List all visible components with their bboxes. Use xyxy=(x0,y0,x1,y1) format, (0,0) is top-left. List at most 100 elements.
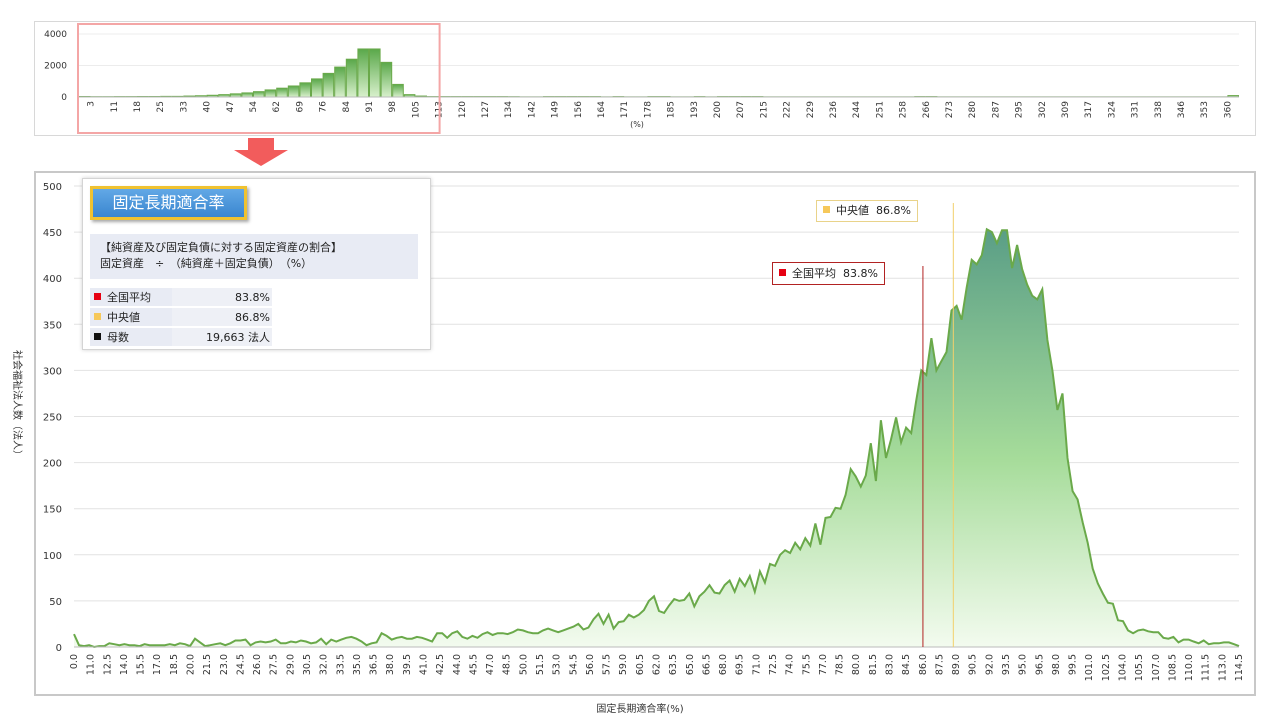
overview-bar xyxy=(345,58,358,98)
main-y-axis-label: 社会福祉法人数（法人） xyxy=(11,350,24,460)
formula-box: 【純資産及び固定負債に対する固定資産の割合】 固定資産 ÷ （純資産＋固定負債）… xyxy=(90,234,418,279)
main-x-tick-label: 98.0 xyxy=(1051,654,1062,675)
main-x-tick-label: 99.5 xyxy=(1068,654,1079,675)
overview-x-tick-label: 40 xyxy=(203,101,213,113)
main-x-tick-label: 18.5 xyxy=(169,654,180,675)
stat-label: 中央値 xyxy=(107,311,140,324)
overview-bar xyxy=(276,87,288,98)
overview-x-tick-label: 91 xyxy=(365,101,375,112)
main-x-tick-label: 27.5 xyxy=(269,654,280,675)
main-y-tick-label: 500 xyxy=(43,182,62,193)
main-x-tick-label: 71.0 xyxy=(751,654,762,675)
main-x-tick-label: 95.0 xyxy=(1018,654,1029,675)
overview-x-axis-title: (%) xyxy=(630,120,644,129)
main-x-tick-label: 66.5 xyxy=(701,654,712,675)
formula-line-2: 固定資産 ÷ （純資産＋固定負債） （%） xyxy=(100,257,313,270)
overview-x-tick-label: 149 xyxy=(551,101,561,118)
overview-x-tick-label: 251 xyxy=(875,101,885,118)
main-x-tick-label: 48.5 xyxy=(502,654,513,675)
overview-x-tick-label: 127 xyxy=(481,101,491,118)
overview-chart[interactable]: 0 2000 4000 3 11 18 25 33 40 47 54 62 69 76 84 91 98 105 1… xyxy=(35,22,1255,135)
overview-x-tick-label: 120 xyxy=(458,101,468,118)
overview-x-tick-label: 185 xyxy=(667,101,677,118)
main-chart: 0 50 100 150 200 250 300 350 400 450 500 0.0 11.0 12.… xyxy=(43,182,1245,681)
main-x-tick-label: 51.5 xyxy=(535,654,546,675)
main-x-tick-label: 96.5 xyxy=(1034,654,1045,675)
stats-table: 全国平均 83.8% 中央値 86.8% 母数 19,663 法人 xyxy=(90,286,272,348)
overview-bar xyxy=(299,82,311,98)
overview-y-tick-label: 4000 xyxy=(44,30,67,40)
main-x-tick-label: 11.0 xyxy=(86,654,97,675)
main-x-tick-label: 53.0 xyxy=(552,654,563,675)
overview-x-tick-label: 353 xyxy=(1200,101,1210,118)
main-x-tick-label: 17.0 xyxy=(152,654,163,675)
chart-title-button[interactable]: 固定長期適合率 xyxy=(90,186,247,220)
main-x-tick-label: 45.5 xyxy=(468,654,479,675)
overview-x-tick-label: 266 xyxy=(922,101,932,118)
main-x-tick-label: 57.5 xyxy=(602,654,613,675)
stats-row-count: 母数 19,663 法人 xyxy=(90,328,272,346)
overview-bar xyxy=(322,72,335,98)
main-y-tick-label: 200 xyxy=(43,459,62,470)
overview-x-tick-label: 295 xyxy=(1015,101,1025,118)
stat-value: 83.8% xyxy=(172,288,272,306)
overview-x-tick-label: 105 xyxy=(411,101,421,118)
main-x-tick-label: 23.0 xyxy=(219,654,230,675)
main-x-tick-label: 68.0 xyxy=(718,654,729,675)
overview-x-tick-label: 302 xyxy=(1038,101,1048,118)
overview-x-tick-label: 62 xyxy=(272,101,282,112)
overview-x-tick-label: 171 xyxy=(620,101,630,118)
overview-x-tick-label: 25 xyxy=(156,101,166,112)
formula-line-1: 【純資産及び固定負債に対する固定資産の割合】 xyxy=(100,241,342,254)
overview-x-tick-label: 200 xyxy=(713,101,723,118)
main-x-tick-label: 69.5 xyxy=(735,654,746,675)
stat-value: 86.8% xyxy=(172,308,272,326)
overview-bar xyxy=(334,66,346,98)
overview-x-tick-label: 134 xyxy=(504,101,514,118)
main-x-tick-label: 54.5 xyxy=(568,654,579,675)
overview-x-tick-label: 258 xyxy=(899,101,909,118)
main-y-tick-label: 50 xyxy=(49,597,62,608)
main-x-tick-label: 101.0 xyxy=(1084,654,1095,681)
stat-label: 全国平均 xyxy=(107,291,151,304)
overview-x-tick-label: 47 xyxy=(226,101,236,112)
main-x-tick-label: 102.5 xyxy=(1101,654,1112,681)
arrow-down-icon xyxy=(234,138,288,166)
overview-x-tick-label: 338 xyxy=(1154,101,1164,118)
main-x-tick-label: 59.0 xyxy=(618,654,629,675)
main-y-tick-label: 100 xyxy=(43,551,62,562)
main-x-tick-label: 21.5 xyxy=(202,654,213,675)
main-x-tick-label: 72.5 xyxy=(768,654,779,675)
main-x-tick-label: 36.5 xyxy=(369,654,380,675)
overview-x-tick-label: 76 xyxy=(319,101,329,113)
main-x-tick-label: 84.5 xyxy=(901,654,912,675)
overview-bar xyxy=(392,83,404,98)
overview-x-tick-label: 207 xyxy=(736,101,746,118)
main-x-tick-label: 107.0 xyxy=(1151,654,1162,681)
main-x-tick-label: 32.0 xyxy=(319,654,330,675)
svg-text:社会福祉法人数（法人）: 社会福祉法人数（法人） xyxy=(11,350,24,460)
main-x-tick-label: 104.0 xyxy=(1118,654,1129,681)
main-y-tick-label: 450 xyxy=(43,228,62,239)
overview-bar xyxy=(357,48,369,98)
overview-bar xyxy=(241,92,253,98)
stat-value: 19,663 法人 xyxy=(172,328,272,346)
main-x-tick-label: 35.0 xyxy=(352,654,363,675)
overview-x-tick-label: 54 xyxy=(249,101,259,113)
overview-x-tick-label: 84 xyxy=(342,101,352,113)
overview-x-tick-label: 156 xyxy=(574,101,584,118)
main-series-line xyxy=(73,227,1240,649)
average-callout: 全国平均 83.8% xyxy=(772,262,885,285)
overview-x-tick-label: 222 xyxy=(783,101,793,118)
overview-x-tick-label: 324 xyxy=(1107,101,1117,118)
black-square-icon xyxy=(94,333,101,340)
main-x-tick-label: 74.0 xyxy=(785,654,796,675)
overview-x-tick-label: 11 xyxy=(110,101,120,112)
main-y-tick-label: 350 xyxy=(43,320,62,331)
main-x-tick-label: 0.0 xyxy=(69,654,80,669)
main-x-tick-label: 89.0 xyxy=(951,654,962,675)
yellow-square-icon xyxy=(94,313,101,320)
main-y-tick-label: 250 xyxy=(43,413,62,424)
info-panel: 固定長期適合率 【純資産及び固定負債に対する固定資産の割合】 固定資産 ÷ （純… xyxy=(82,178,431,350)
overview-x-tick-label: 33 xyxy=(179,101,189,112)
